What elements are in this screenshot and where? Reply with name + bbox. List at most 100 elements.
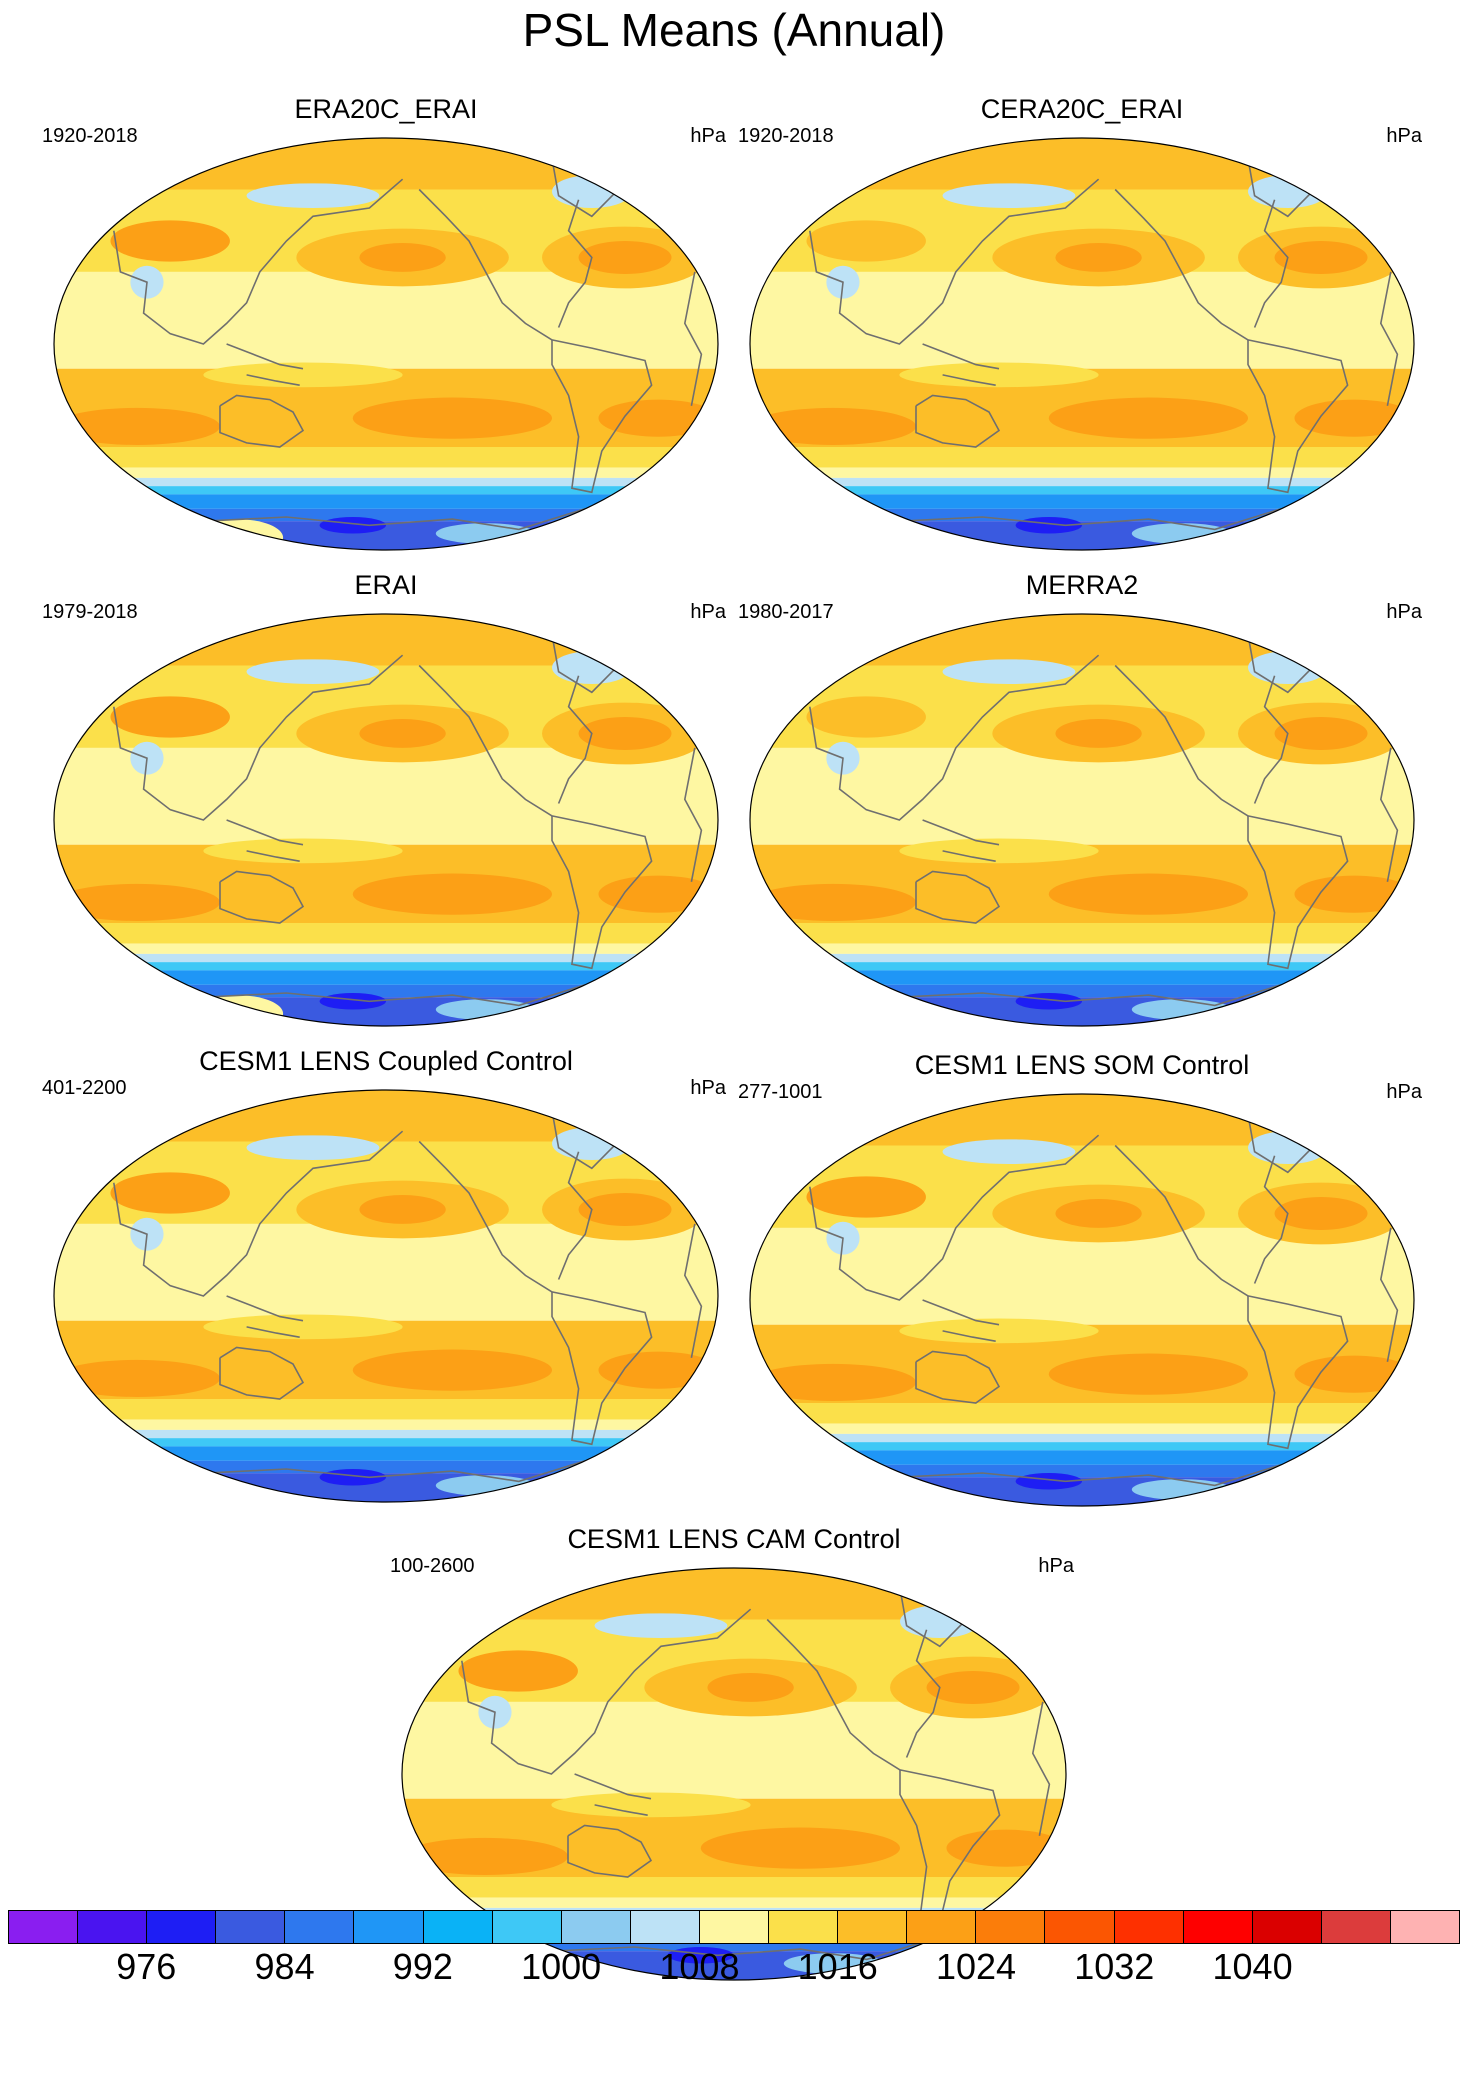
map-outline xyxy=(749,613,1415,1027)
psl-siberian-high xyxy=(110,220,230,262)
coastline xyxy=(1379,271,1399,406)
panel-years: 277-1001 xyxy=(738,1081,823,1103)
psl-band xyxy=(54,521,718,550)
psl-high-core xyxy=(54,407,220,445)
map-field xyxy=(750,614,1414,1026)
colorbar-swatch xyxy=(1321,1911,1391,1943)
colorbar-swatch xyxy=(423,1911,493,1943)
coastline xyxy=(551,815,653,970)
coastline xyxy=(915,1350,1001,1404)
psl-high-core xyxy=(578,241,672,274)
psl-band xyxy=(750,486,1414,495)
psl-band xyxy=(54,1460,718,1474)
psl-map xyxy=(53,1089,719,1503)
coastline xyxy=(683,747,703,882)
colorbar-swatch xyxy=(976,1911,1046,1943)
panel-units: hPa xyxy=(690,125,726,147)
map-outline xyxy=(749,1093,1415,1507)
psl-tropics xyxy=(783,304,1381,363)
colorbar-swatch xyxy=(769,1911,839,1943)
psl-band xyxy=(54,486,718,495)
psl-spcz xyxy=(551,1792,751,1818)
psl-tropics xyxy=(87,1256,685,1315)
coastline xyxy=(219,1346,305,1400)
psl-band xyxy=(54,1090,718,1142)
psl-high-core xyxy=(598,1351,718,1389)
psl-band xyxy=(402,1897,1066,1908)
psl-icelandic-low xyxy=(900,1605,980,1639)
map-field xyxy=(54,138,718,550)
psl-spcz xyxy=(899,362,1099,388)
coastline xyxy=(766,1618,901,1771)
panel-title: CESM1 LENS SOM Control xyxy=(914,1050,1250,1080)
psl-aleutian-low xyxy=(246,659,380,685)
psl-band xyxy=(750,467,1414,478)
coastline xyxy=(1114,188,1249,341)
psl-band xyxy=(750,1403,1414,1424)
colorbar-swatch xyxy=(561,1911,631,1943)
psl-band xyxy=(54,953,718,963)
coastline xyxy=(418,188,553,341)
coastline xyxy=(557,199,593,328)
psl-icelandic-low xyxy=(1248,1131,1328,1165)
psl-band xyxy=(750,1433,1414,1443)
psl-band xyxy=(54,970,718,985)
psl-band xyxy=(54,1429,718,1439)
psl-antarctic-low-core xyxy=(319,517,386,534)
map-field xyxy=(750,138,1414,550)
coastline xyxy=(113,1130,404,1297)
colorbar-tick-label: 1024 xyxy=(935,1946,1017,1987)
psl-map xyxy=(749,137,1415,551)
colorbar-swatch xyxy=(1183,1911,1253,1943)
psl-tropics xyxy=(783,780,1381,839)
coastline xyxy=(942,850,996,862)
colorbar-swatch xyxy=(216,1911,286,1943)
colorbar-swatch xyxy=(699,1911,770,1943)
map-panel-3: ERAI 1979-2018 hPa xyxy=(40,568,732,1028)
coastline xyxy=(683,271,703,406)
psl-spcz xyxy=(203,1314,403,1340)
psl-band xyxy=(750,997,1414,1026)
psl-antarctic-low-core xyxy=(1015,517,1082,534)
coastline xyxy=(1253,1155,1289,1284)
psl-tropics xyxy=(87,780,685,839)
colorbar-swatch xyxy=(838,1911,908,1943)
psl-band xyxy=(54,1438,718,1447)
coastline xyxy=(1379,1227,1399,1362)
psl-high-core xyxy=(750,1363,916,1401)
coastline xyxy=(113,178,404,345)
psl-band xyxy=(750,1464,1414,1478)
coastline xyxy=(461,1608,752,1775)
psl-tropics xyxy=(783,1260,1381,1319)
coastline xyxy=(809,654,1100,821)
coastline xyxy=(226,343,304,370)
psl-band xyxy=(402,1877,1066,1898)
map-outline xyxy=(53,1089,719,1503)
map-field xyxy=(54,1090,718,1502)
psl-aleutian-low xyxy=(246,1135,380,1161)
psl-high-core xyxy=(54,1359,220,1397)
psl-antarctic-low-core xyxy=(667,1947,734,1964)
psl-siberian-high xyxy=(806,220,926,262)
psl-spcz xyxy=(899,838,1099,864)
coastline xyxy=(246,374,300,386)
psl-high-core xyxy=(1055,1199,1142,1228)
coastline xyxy=(551,339,653,494)
psl-high-core xyxy=(1294,875,1414,913)
panel-title: ERA20C_ERAI xyxy=(294,94,478,124)
colorbar xyxy=(8,1910,1460,1944)
psl-band xyxy=(54,477,718,487)
psl-siberian-high xyxy=(110,1172,230,1214)
colorbar-swatch xyxy=(630,1911,700,1943)
psl-band xyxy=(402,1568,1066,1620)
colorbar-swatch xyxy=(907,1911,977,1943)
colorbar-tick-label: 984 xyxy=(254,1946,315,1987)
psl-map xyxy=(749,1093,1415,1507)
psl-high-core xyxy=(750,407,916,445)
psl-high-core xyxy=(598,399,718,437)
psl-band xyxy=(750,508,1414,522)
panel-years: 1920-2018 xyxy=(738,125,834,147)
coastline xyxy=(915,870,1001,924)
psl-band xyxy=(750,1477,1414,1506)
colorbar-tick-label: 976 xyxy=(116,1946,177,1987)
